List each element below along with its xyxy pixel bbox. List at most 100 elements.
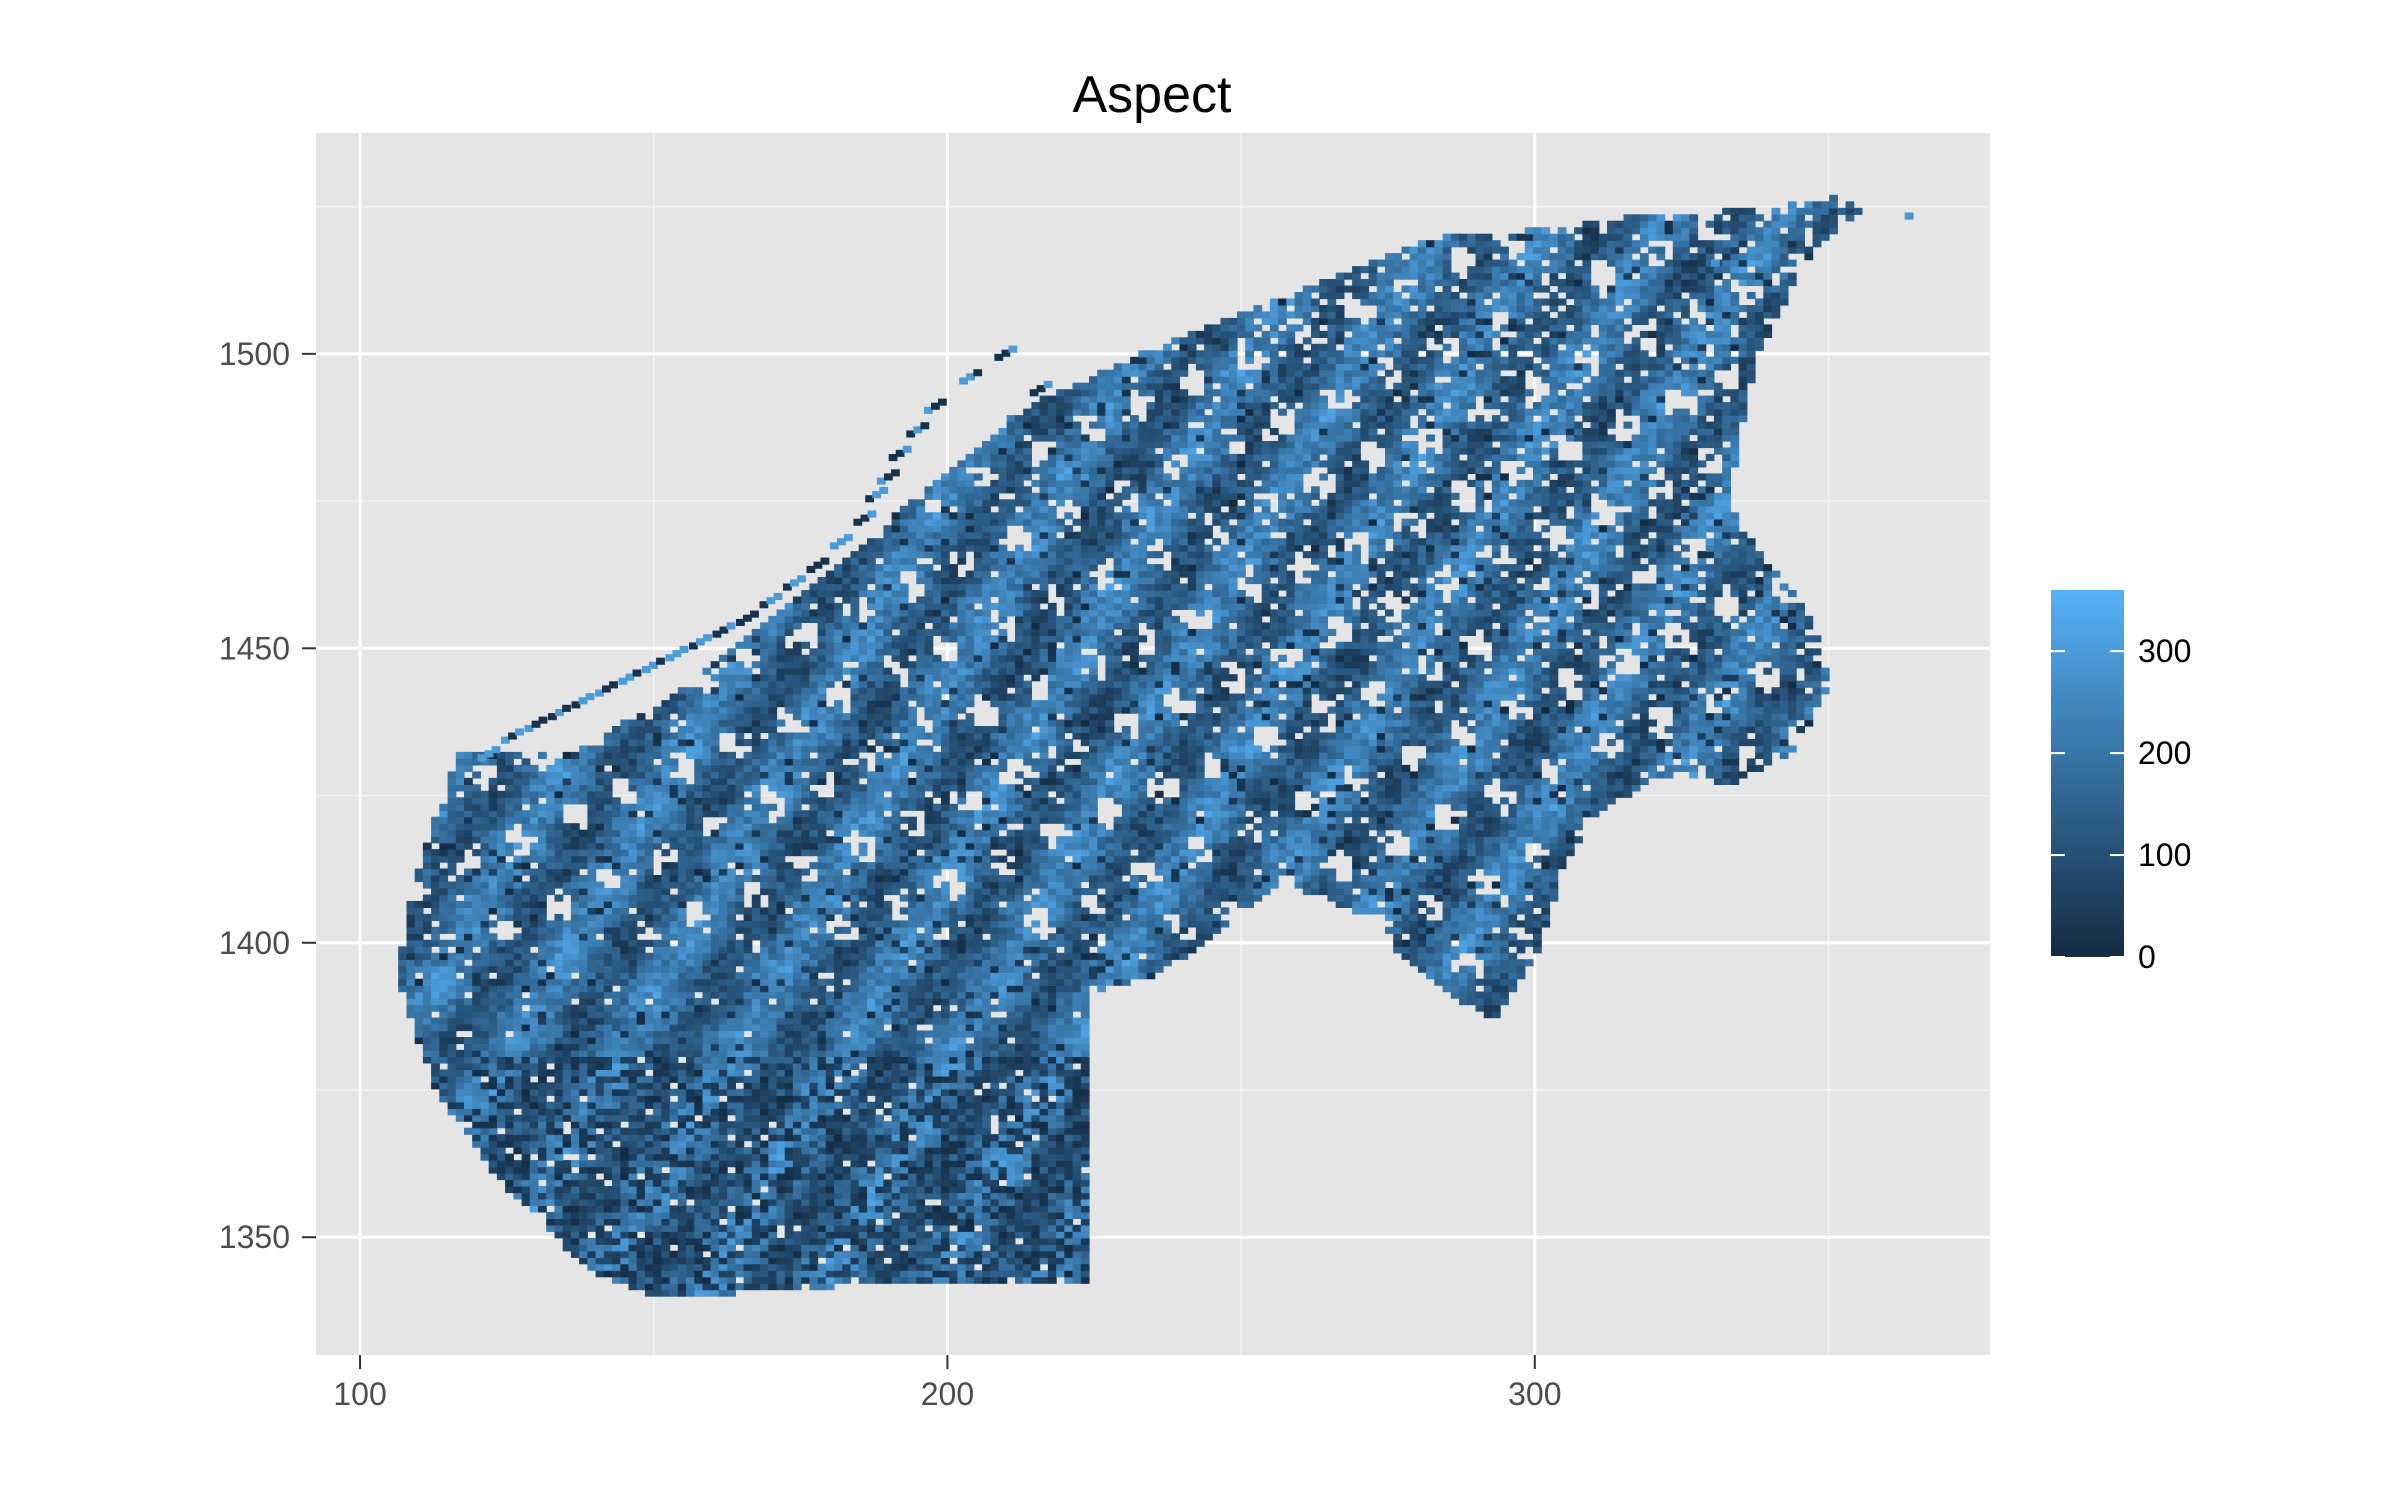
- raster-cell: [1417, 959, 1427, 967]
- raster-cell: [636, 1140, 646, 1148]
- raster-cell: [899, 1121, 909, 1129]
- raster-cell: [1401, 907, 1411, 915]
- raster-cell: [932, 913, 942, 921]
- raster-cell: [875, 1075, 884, 1083]
- raster-cell: [727, 1095, 736, 1103]
- raster-cell: [422, 985, 432, 993]
- raster-cell: [1039, 1153, 1049, 1161]
- raster-cell: [875, 1082, 884, 1090]
- raster-cell: [941, 1062, 950, 1070]
- raster-cell: [718, 972, 728, 980]
- raster-cell: [554, 1108, 564, 1116]
- raster-cell: [439, 1082, 449, 1090]
- raster-cell: [1064, 907, 1074, 915]
- raster-cell: [1056, 1037, 1065, 1045]
- raster-cell: [653, 1147, 662, 1155]
- raster-cell: [1401, 888, 1411, 896]
- raster-cell: [982, 985, 991, 993]
- raster-cell: [949, 1205, 958, 1213]
- raster-cell: [965, 1011, 975, 1019]
- raster-cell: [792, 1192, 802, 1200]
- raster-cell: [809, 913, 819, 921]
- raster-cell: [768, 1237, 778, 1245]
- raster-cell: [1080, 1049, 1090, 1057]
- raster-cell: [1146, 946, 1156, 954]
- raster-cell: [1015, 946, 1024, 954]
- raster-cell: [834, 991, 843, 999]
- raster-cell: [464, 1108, 473, 1116]
- raster-cell: [653, 939, 662, 947]
- raster-cell: [595, 1017, 605, 1025]
- raster-cell: [1064, 1140, 1074, 1148]
- raster-cell: [760, 1037, 769, 1045]
- raster-cell: [587, 913, 597, 921]
- raster-cell: [801, 1127, 810, 1135]
- raster-cell: [809, 1030, 819, 1038]
- raster-cell: [817, 1160, 827, 1168]
- raster-cell: [1039, 1043, 1049, 1051]
- raster-cell: [1064, 913, 1074, 921]
- raster-cell: [1039, 1062, 1049, 1070]
- raster-cell: [982, 1140, 991, 1148]
- raster-cell: [1459, 894, 1468, 902]
- raster-cell: [628, 1069, 638, 1077]
- raster-cell: [1154, 920, 1164, 928]
- raster-cell: [1023, 1024, 1032, 1032]
- raster-cell: [735, 1250, 745, 1258]
- raster-cell: [875, 939, 884, 947]
- raster-cell: [1204, 894, 1213, 902]
- raster-cell: [891, 1101, 901, 1109]
- raster-cell: [1130, 881, 1139, 889]
- raster-cell: [612, 1173, 621, 1181]
- raster-cell: [751, 1179, 761, 1187]
- raster-cell: [1212, 900, 1222, 908]
- raster-cell: [1006, 946, 1016, 954]
- raster-cell: [760, 913, 769, 921]
- raster-cell: [661, 1283, 671, 1291]
- raster-cell: [727, 1257, 736, 1265]
- raster-cell: [455, 1082, 465, 1090]
- raster-cell: [1491, 894, 1501, 902]
- raster-cell: [595, 1192, 605, 1200]
- raster-cell: [908, 1192, 917, 1200]
- raster-cell: [406, 933, 416, 941]
- raster-cell: [513, 939, 523, 947]
- raster-cell: [570, 1017, 580, 1025]
- raster-cell: [1047, 1250, 1057, 1258]
- raster-cell: [924, 881, 934, 889]
- raster-cell: [455, 888, 465, 896]
- raster-cell: [784, 1147, 794, 1155]
- raster-cell: [1524, 913, 1534, 921]
- raster-cell: [677, 920, 687, 928]
- raster-cell: [677, 1166, 687, 1174]
- raster-cell: [735, 972, 745, 980]
- raster-cell: [899, 1211, 909, 1219]
- raster-cell: [965, 1237, 975, 1245]
- raster-cell: [1179, 888, 1189, 896]
- raster-cell: [743, 1205, 753, 1213]
- raster-cell: [727, 1030, 736, 1038]
- raster-cell: [883, 1095, 893, 1103]
- raster-cell: [455, 1095, 465, 1103]
- raster-cell: [447, 1030, 457, 1038]
- raster-cell: [982, 1121, 991, 1129]
- raster-cell: [570, 888, 580, 896]
- raster-cell: [825, 1030, 835, 1038]
- raster-cell: [546, 978, 555, 986]
- raster-cell: [941, 1270, 950, 1278]
- raster-cell: [809, 1283, 819, 1291]
- raster-cell: [472, 1121, 481, 1129]
- raster-cell: [792, 1127, 802, 1135]
- raster-cell: [644, 1283, 654, 1291]
- raster-cell: [1031, 939, 1041, 947]
- raster-cell: [899, 907, 909, 915]
- raster-cell: [916, 1095, 926, 1103]
- raster-cell: [1080, 1062, 1090, 1070]
- raster-cell: [1080, 920, 1090, 928]
- raster-cell: [718, 1237, 728, 1245]
- raster-cell: [1064, 933, 1074, 941]
- raster-cell: [727, 1049, 736, 1057]
- raster-cell: [669, 1263, 679, 1271]
- raster-cell: [792, 1231, 802, 1239]
- raster-cell: [1483, 972, 1493, 980]
